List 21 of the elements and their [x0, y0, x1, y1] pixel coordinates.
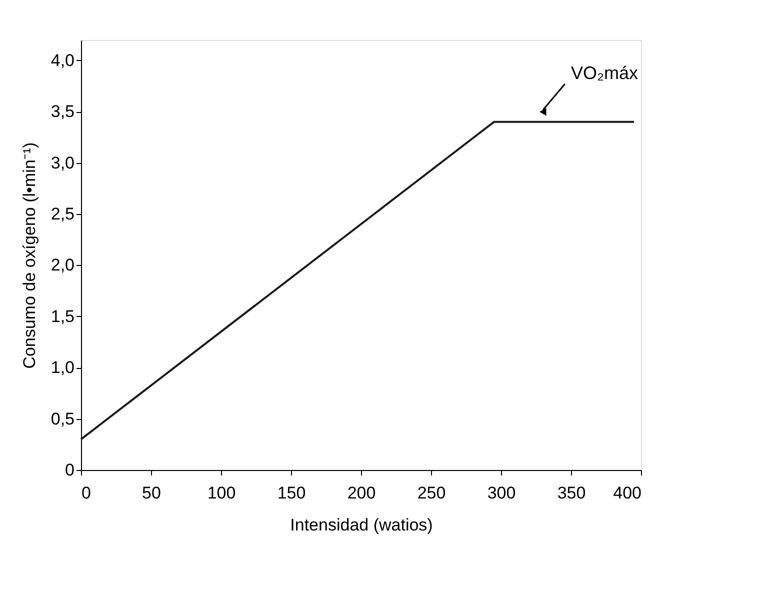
y-tick-label: 2,5: [50, 204, 74, 224]
y-tick-label: 4,0: [50, 50, 74, 70]
y-tick-label: 3,5: [50, 102, 74, 122]
y-axis-title: Consumo de oxígeno (l•min⁻¹): [20, 142, 39, 369]
x-tick-label: 250: [417, 484, 446, 502]
x-tick-label: 300: [487, 484, 516, 502]
y-tick-label: 0: [65, 460, 74, 480]
x-tick-label: 150: [277, 484, 306, 502]
x-tick-label: 200: [347, 484, 376, 502]
y-tick-label: 2,0: [50, 256, 74, 275]
x-tick-label: 0: [82, 484, 91, 502]
x-tick-label: 100: [207, 484, 236, 502]
annotation: VO₂máx: [571, 62, 638, 83]
y-tick-label: 1,0: [50, 358, 74, 378]
x-tick-label: 400: [613, 484, 642, 502]
y-tick-label: 3,0: [50, 153, 74, 172]
x-tick-label: 350: [557, 484, 586, 502]
x-tick-label: 50: [142, 484, 161, 502]
x-axis-title: Intensidad (watios): [290, 516, 433, 534]
y-tick-label: 1,5: [50, 306, 74, 326]
y-tick-label: 0,5: [50, 409, 74, 428]
